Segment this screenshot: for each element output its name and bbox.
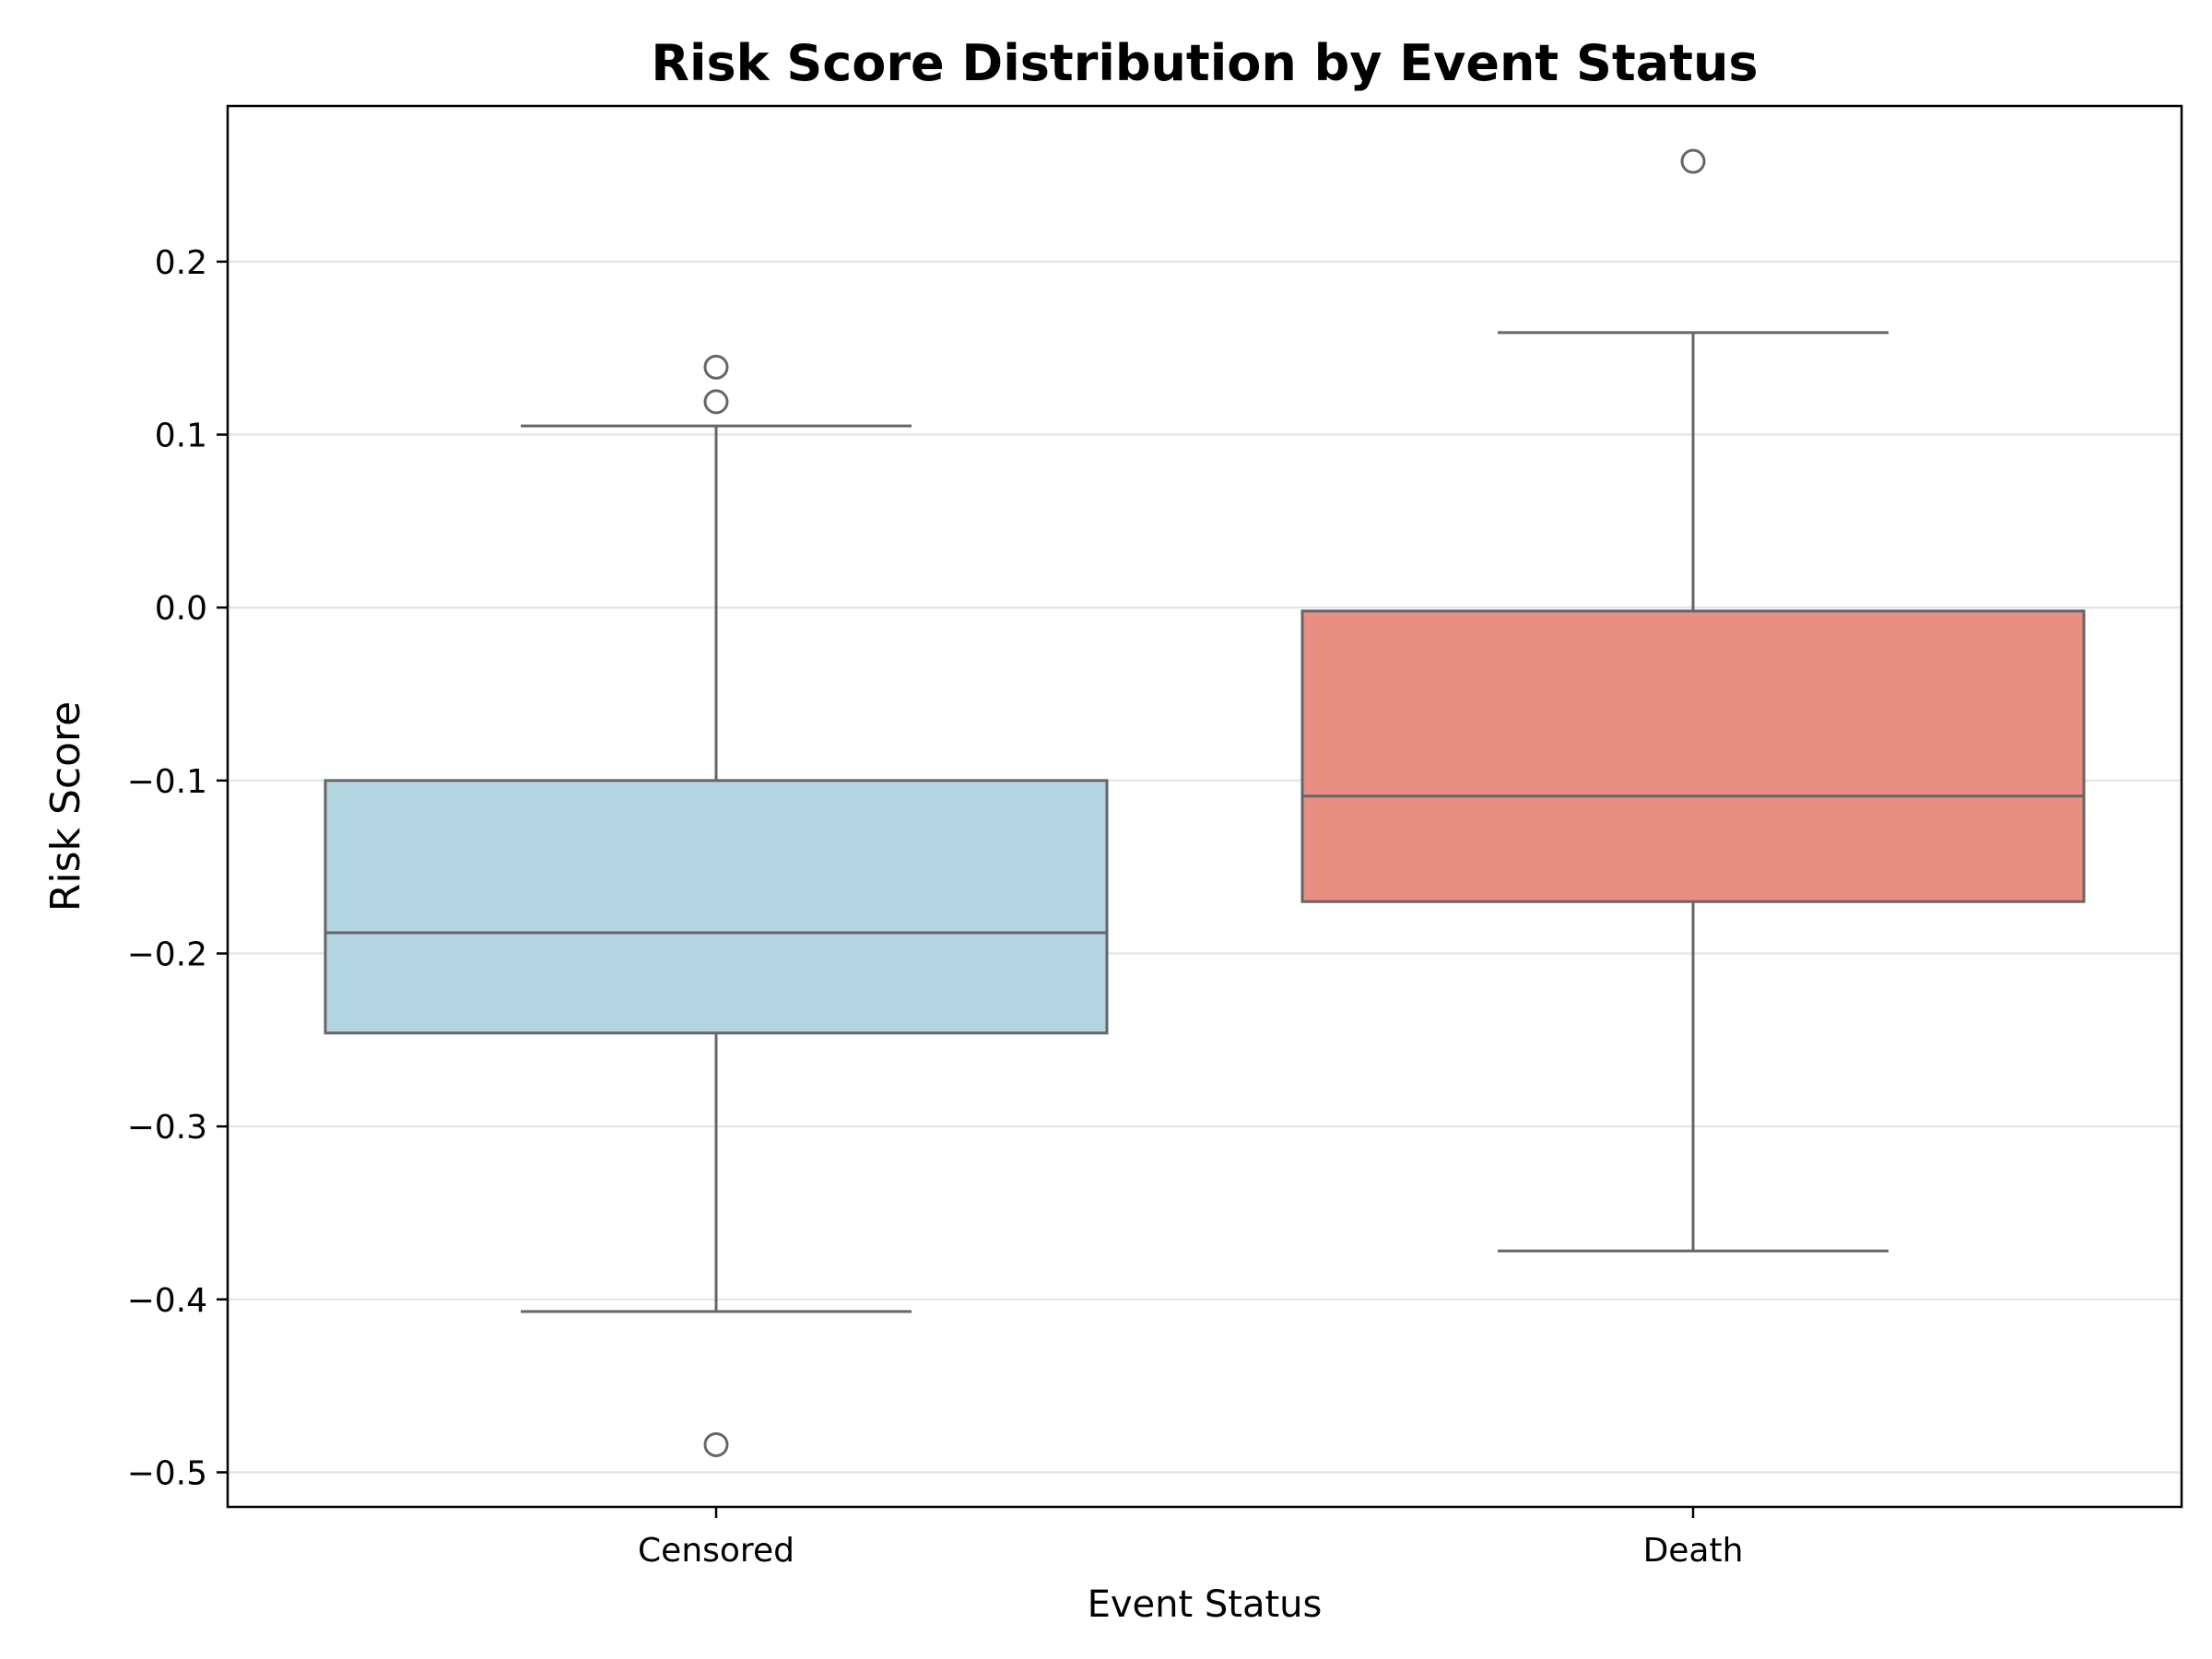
- outlier-point: [703, 1431, 729, 1457]
- y-axis: 0.2 0.1 0.0 −0.1 −0.2 −0.3 −0.4 −0.5: [127, 244, 228, 1492]
- x-axis: Censored Death: [638, 1507, 1743, 1570]
- y-tick-label: −0.1: [127, 763, 207, 801]
- box-group: [1300, 148, 2086, 1253]
- box-group: [324, 354, 1109, 1457]
- outlier-point: [1680, 148, 1706, 174]
- plot-frame: [226, 104, 2183, 1509]
- boxes: [324, 148, 2086, 1457]
- y-tick-label: 0.0: [155, 590, 207, 628]
- y-axis-label: Risk Score: [42, 701, 89, 912]
- outlier-point: [703, 354, 729, 380]
- y-tick-label: 0.2: [155, 244, 207, 282]
- x-axis-label: Event Status: [1088, 1583, 1323, 1626]
- y-tick-label: −0.5: [127, 1454, 207, 1492]
- y-tick-label: −0.3: [127, 1109, 207, 1147]
- y-tick-label: −0.2: [127, 936, 207, 974]
- x-tick-label: Censored: [638, 1532, 794, 1570]
- y-tick-label: 0.1: [155, 418, 207, 455]
- chart-title: Risk Score Distribution by Event Status: [651, 34, 1758, 92]
- x-tick-label: Death: [1643, 1532, 1744, 1570]
- box-iqr: [1300, 609, 2086, 903]
- box-iqr: [324, 779, 1109, 1035]
- y-tick-label: −0.4: [127, 1282, 207, 1320]
- outlier-point: [703, 389, 729, 415]
